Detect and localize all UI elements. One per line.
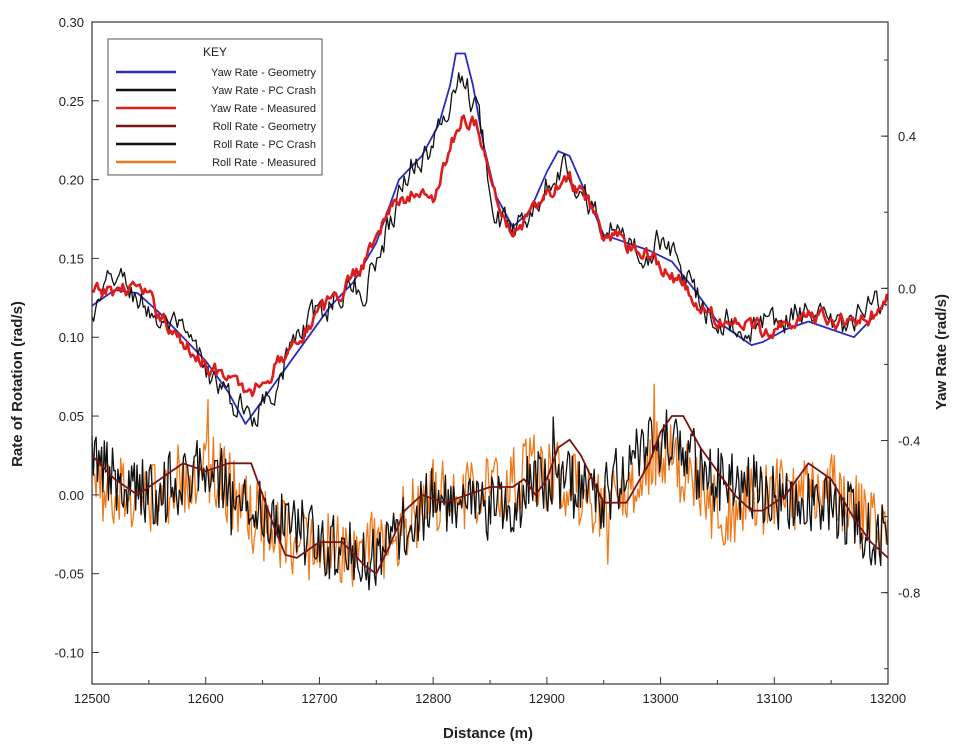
y-tick-label: 0.10 bbox=[59, 330, 84, 345]
legend-label: Roll Rate - Geometry bbox=[213, 121, 317, 133]
y-tick-label: 0.30 bbox=[59, 15, 84, 30]
y-tick-label: 0.20 bbox=[59, 173, 84, 188]
series-line-yaw-rate-measured bbox=[91, 114, 889, 398]
y-axis-title: Rate of Rotation (rad/s) bbox=[9, 301, 26, 467]
y2-tick-label: 0.0 bbox=[898, 281, 916, 296]
legend-label: Roll Rate - PC Crash bbox=[213, 139, 316, 151]
y-tick-label: 0.05 bbox=[59, 409, 84, 424]
y2-tick-label: 0.4 bbox=[898, 129, 916, 144]
y-tick-label: -0.05 bbox=[54, 567, 84, 582]
x-tick-label: 12900 bbox=[529, 691, 565, 706]
x-tick-label: 13100 bbox=[756, 691, 792, 706]
x-axis: 12500 12600 12700 12800 12900 13000 13100 13200 bbox=[74, 677, 906, 706]
y-axis-right: -0.8 -0.4 0.0 0.4 bbox=[881, 59, 920, 670]
series-line-roll-rate-measured bbox=[91, 383, 889, 587]
legend-label: Roll Rate - Measured bbox=[212, 157, 316, 169]
y-tick-label: -0.10 bbox=[54, 645, 84, 660]
y2-axis-title: Yaw Rate (rad/s) bbox=[933, 294, 950, 410]
legend-items: Yaw Rate - Geometry Yaw Rate - PC Crash Ya… bbox=[116, 67, 316, 169]
y-tick-label: 0.25 bbox=[59, 94, 84, 109]
x-tick-label: 12500 bbox=[74, 691, 110, 706]
y-axis-left: -0.10 -0.05 0.00 0.05 0.10 0.15 0.20 0.25 0.30 bbox=[54, 15, 99, 660]
legend-title: KEY bbox=[203, 45, 227, 59]
legend-label: Yaw Rate - PC Crash bbox=[212, 85, 316, 97]
legend-label: Yaw Rate - Measured bbox=[210, 103, 316, 115]
x-axis-title: Distance (m) bbox=[443, 725, 533, 742]
x-tick-label: 13200 bbox=[870, 691, 906, 706]
legend-label: Yaw Rate - Geometry bbox=[211, 67, 316, 79]
series-line-roll-rate-geometry bbox=[91, 415, 889, 575]
legend: KEY Yaw Rate - Geometry Yaw Rate - PC Cra… bbox=[107, 38, 323, 176]
x-tick-label: 12700 bbox=[301, 691, 337, 706]
y2-tick-label: -0.4 bbox=[898, 434, 920, 449]
series-layer bbox=[91, 52, 889, 591]
y-tick-label: 0.15 bbox=[59, 251, 84, 266]
y2-tick-label: -0.8 bbox=[898, 586, 920, 601]
x-tick-label: 12800 bbox=[415, 691, 451, 706]
x-tick-label: 12600 bbox=[188, 691, 224, 706]
y-tick-label: 0.00 bbox=[59, 488, 84, 503]
series-line-roll-rate-pc-crash bbox=[91, 409, 889, 591]
x-tick-label: 13000 bbox=[642, 691, 678, 706]
